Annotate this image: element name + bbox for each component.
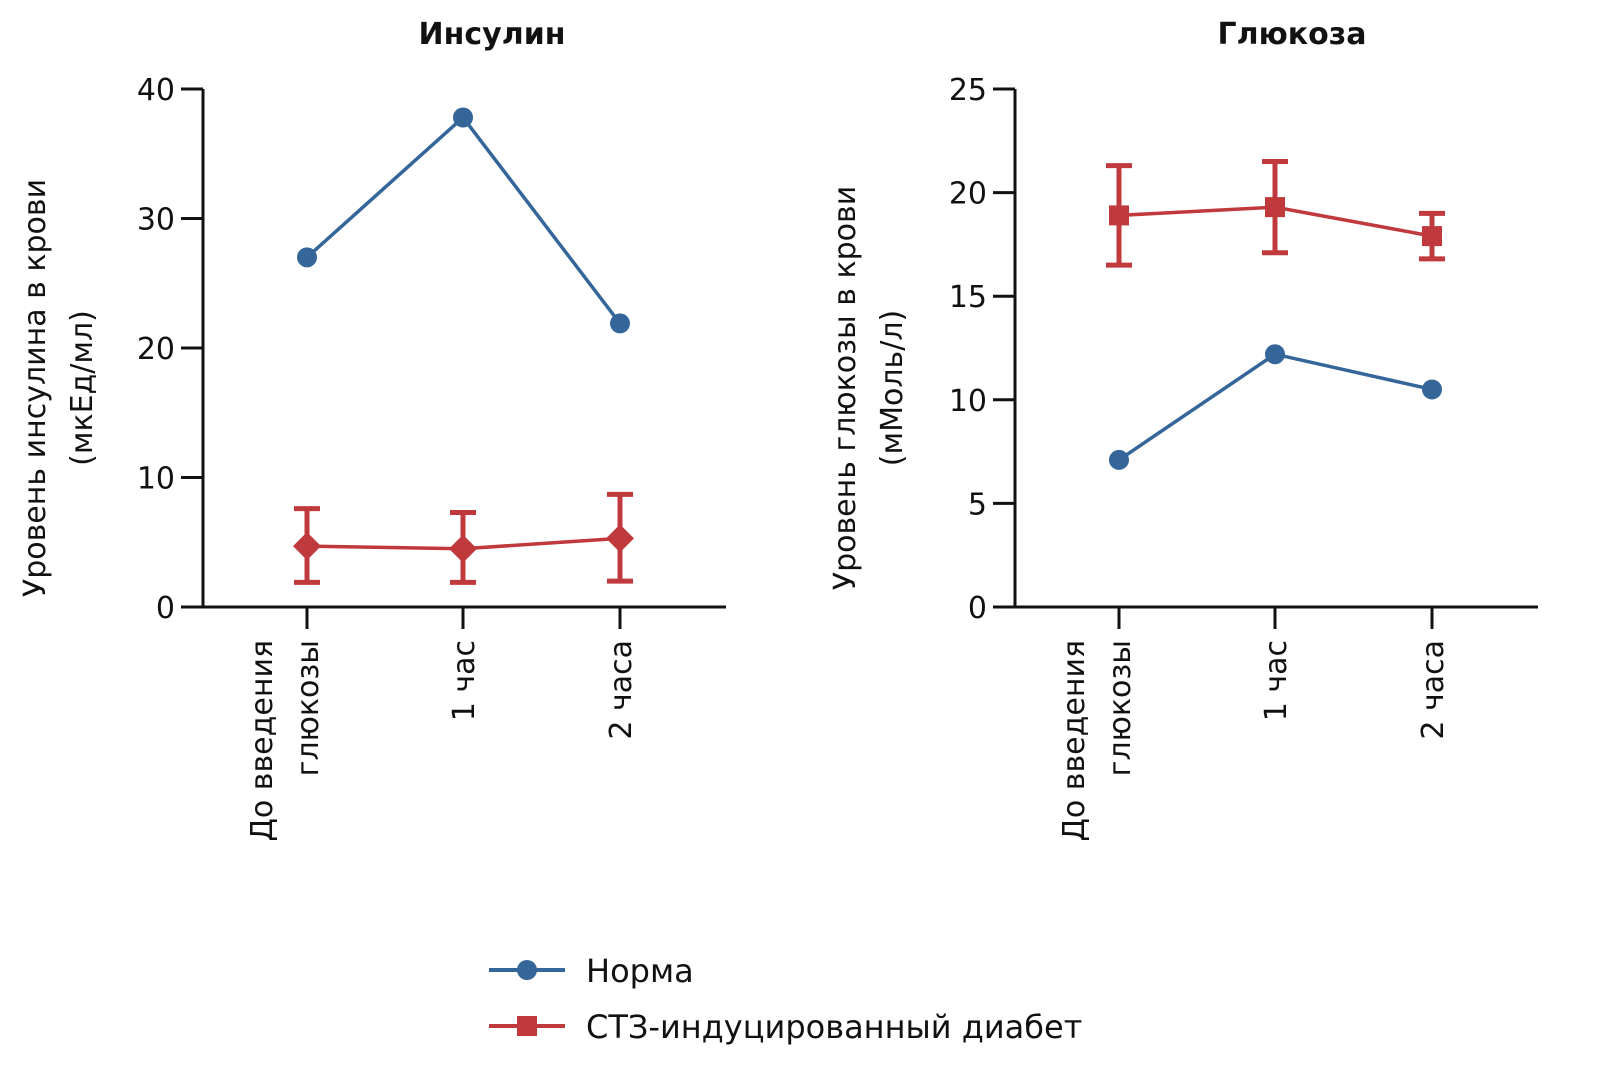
y-tick-label: 40 (137, 73, 175, 108)
y-tick-label: 25 (949, 73, 987, 108)
y-axis-label: Уровень глюкозы в крови (828, 186, 863, 590)
legend-label: СТЗ-индуцированный диабет (586, 1008, 1082, 1046)
legend-marker-square (517, 1016, 537, 1036)
data-point (297, 247, 317, 268)
x-category-label: 2 часа (1416, 640, 1451, 740)
x-category-label: глюкозы (1103, 640, 1138, 776)
x-category-label: До введения (245, 640, 280, 842)
y-tick-label: 5 (968, 487, 987, 522)
data-point (1109, 449, 1129, 470)
x-category-label: 1 час (1259, 640, 1294, 721)
data-point (1265, 344, 1285, 365)
y-tick-label: 0 (156, 591, 175, 626)
insulin-chart: Инсулин 0 10 20 30 40 Уровень инсулина в крови… (18, 17, 726, 842)
glucose-chart: Глюкоза 0 5 10 15 20 25 Уровень глюкозы в крови… (828, 17, 1538, 842)
y-tick-label: 0 (968, 591, 987, 626)
x-category-label: глюкозы (291, 640, 326, 776)
y-tick-label: 20 (137, 332, 175, 367)
data-point (449, 534, 477, 563)
legend-item: Норма (489, 952, 694, 990)
x-category-label: До введения (1057, 640, 1092, 842)
series-diabetes (293, 491, 634, 585)
data-point (606, 524, 634, 553)
legend: Норма СТЗ-индуцированный диабет (489, 952, 1082, 1046)
data-point (1109, 205, 1129, 226)
legend-label: Норма (586, 952, 694, 990)
y-axis-label: (мкЕд/мл) (65, 310, 100, 466)
series-line (1118, 352, 1433, 462)
chart-title: Глюкоза (1218, 17, 1367, 52)
y-tick-label: 30 (137, 203, 175, 238)
x-category-label: 2 часа (604, 640, 639, 740)
x-category-label: 1 час (447, 640, 482, 721)
y-tick-label: 10 (949, 384, 987, 419)
y-axis-label: Уровень инсулина в крови (18, 179, 53, 597)
data-point (610, 313, 630, 334)
data-point (453, 107, 473, 128)
legend-item: СТЗ-индуцированный диабет (489, 1008, 1082, 1046)
legend-marker-circle (517, 960, 537, 980)
series-norm (297, 107, 630, 334)
y-tick-label: 10 (137, 462, 175, 497)
series-norm (1109, 344, 1442, 470)
series-line (305, 114, 622, 325)
data-point (1422, 226, 1442, 247)
y-tick-label: 20 (949, 177, 987, 212)
data-point (1422, 379, 1442, 400)
y-tick-label: 15 (949, 280, 987, 315)
series-diabetes (1106, 159, 1445, 268)
chart-title: Инсулин (419, 17, 566, 52)
data-point (1265, 197, 1285, 218)
y-axis-label: (мМоль/л) (875, 310, 910, 466)
data-point (293, 532, 321, 561)
